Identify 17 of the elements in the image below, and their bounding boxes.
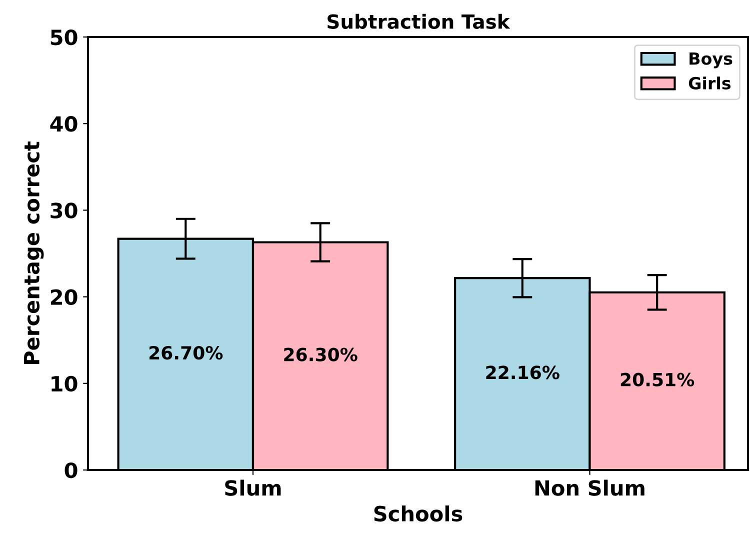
x-tick-label: Non Slum (535, 480, 644, 496)
x-tick-label: Slum (225, 480, 281, 496)
data-label: 22.16% (486, 366, 560, 380)
data-label: 26.30% (284, 348, 358, 362)
x-axis-title: Schools (374, 505, 462, 522)
legend-label: Girls (688, 76, 731, 90)
chart-title: Subtraction Task (328, 14, 510, 29)
y-tick-label: 0 (64, 462, 78, 478)
y-tick-label: 40 (50, 116, 78, 132)
data-label: 20.51% (620, 372, 694, 386)
y-tick-label: 30 (50, 202, 78, 218)
y-tick-label: 50 (50, 29, 78, 46)
data-label: 26.70% (149, 346, 223, 360)
y-axis-title: Percentage correct (24, 142, 44, 364)
y-tick-label: 10 (52, 376, 78, 392)
legend-label: Boys (690, 52, 732, 68)
y-tick-label: 20 (50, 289, 78, 306)
